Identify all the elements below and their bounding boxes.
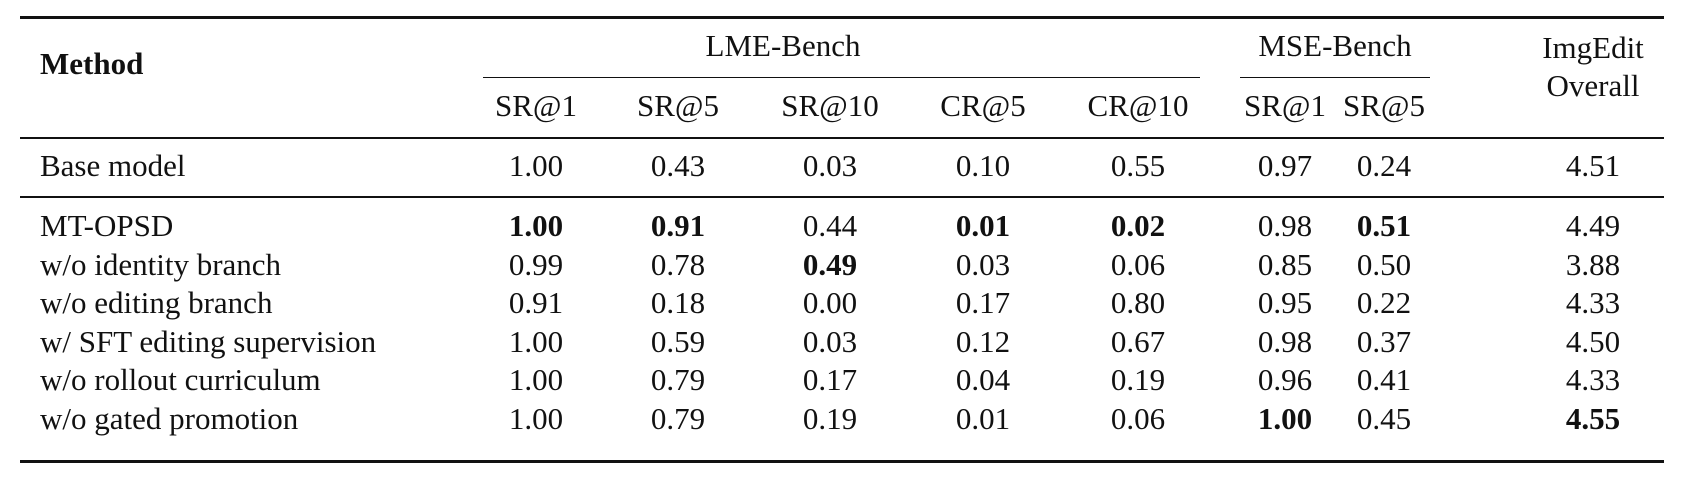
row-value: 0.01 (955, 208, 1011, 243)
row-value: 0.98 (1257, 208, 1313, 243)
row-value: 0.97 (1257, 148, 1313, 183)
row-value: 1.00 (1257, 400, 1313, 436)
row-value: 0.91 (508, 285, 564, 320)
row-value: 0.96 (1257, 362, 1313, 397)
row-value: 0.80 (1110, 285, 1166, 320)
row-value: 0.79 (650, 362, 706, 397)
row-value: 0.44 (802, 208, 858, 243)
row-value: 0.03 (955, 246, 1011, 282)
row-value: 0.43 (650, 148, 706, 183)
row-value: 0.19 (1110, 362, 1166, 397)
row-value: 0.19 (802, 400, 858, 436)
row-method: w/ SFT editing supervision (40, 323, 377, 359)
col-header-lme-sr10: SR@10 (781, 88, 879, 123)
row-value: 1.00 (508, 208, 564, 243)
row-value: 0.12 (955, 323, 1011, 359)
col-header-lme-sr5: SR@5 (637, 88, 719, 123)
row-value: 1.00 (508, 148, 564, 183)
row-value: 0.55 (1110, 148, 1166, 183)
row-value: 0.98 (1257, 323, 1313, 359)
top-rule (20, 16, 1664, 19)
col-header-lme-cr5: CR@5 (940, 88, 1026, 123)
row-value: 4.33 (1565, 362, 1621, 397)
row-value: 0.18 (650, 285, 706, 320)
col-header-lme-sr1: SR@1 (495, 88, 577, 123)
row-method: MT-OPSD (40, 208, 174, 243)
row-value: 0.91 (650, 208, 706, 243)
row-value: 0.03 (802, 323, 858, 359)
row-value: 4.55 (1565, 400, 1621, 436)
row-method: w/o gated promotion (40, 400, 299, 436)
row-value: 0.17 (955, 285, 1011, 320)
row-value: 0.10 (955, 148, 1011, 183)
row-method: w/o editing branch (40, 285, 273, 320)
row-value: 4.50 (1565, 323, 1621, 359)
row-value: 0.24 (1356, 148, 1412, 183)
row-value: 0.50 (1356, 246, 1412, 282)
row-value: 0.49 (802, 246, 858, 282)
col-header-lme-cr10: CR@10 (1087, 88, 1189, 123)
row-method: Base model (40, 148, 186, 183)
row-method: w/o identity branch (40, 246, 282, 282)
row-value: 4.33 (1565, 285, 1621, 320)
row-value: 0.06 (1110, 400, 1166, 436)
row-value: 4.49 (1565, 208, 1621, 243)
row-value: 0.04 (955, 362, 1011, 397)
lme-bench-rule (483, 77, 1200, 78)
col-header-mse-sr1: SR@1 (1244, 88, 1326, 123)
row-value: 0.01 (955, 400, 1011, 436)
row-value: 0.06 (1110, 246, 1166, 282)
row-value: 0.37 (1356, 323, 1412, 359)
row-value: 0.95 (1257, 285, 1313, 320)
row-value: 1.00 (508, 400, 564, 436)
mse-bench-rule (1240, 77, 1430, 78)
method-header: Method (40, 46, 144, 81)
row-value: 0.00 (802, 285, 858, 320)
header-rule (20, 137, 1664, 139)
row-value: 0.22 (1356, 285, 1412, 320)
row-value: 0.67 (1110, 323, 1166, 359)
col-header-mse-sr5: SR@5 (1343, 88, 1425, 123)
row-value: 1.00 (508, 323, 564, 359)
row-value: 0.02 (1110, 208, 1166, 243)
row-method: w/o rollout curriculum (40, 362, 321, 397)
row-value: 4.51 (1565, 148, 1621, 183)
row-value: 0.78 (650, 246, 706, 282)
section-rule (20, 196, 1664, 198)
row-value: 0.59 (650, 323, 706, 359)
row-value: 3.88 (1565, 246, 1621, 282)
group-header-lme-bench: LME-Bench (705, 28, 861, 63)
row-value: 0.85 (1257, 246, 1313, 282)
bottom-rule (20, 460, 1664, 463)
row-value: 0.51 (1356, 208, 1412, 243)
group-header-imgedit-line1: ImgEdit (1542, 30, 1644, 65)
row-value: 0.79 (650, 400, 706, 436)
row-value: 0.45 (1356, 400, 1412, 436)
row-value: 1.00 (508, 362, 564, 397)
row-value: 0.41 (1356, 362, 1412, 397)
group-header-mse-bench: MSE-Bench (1258, 28, 1412, 63)
row-value: 0.03 (802, 148, 858, 183)
row-value: 0.99 (508, 246, 564, 282)
group-header-imgedit-line2: Overall (1546, 68, 1640, 103)
row-value: 0.17 (802, 362, 858, 397)
